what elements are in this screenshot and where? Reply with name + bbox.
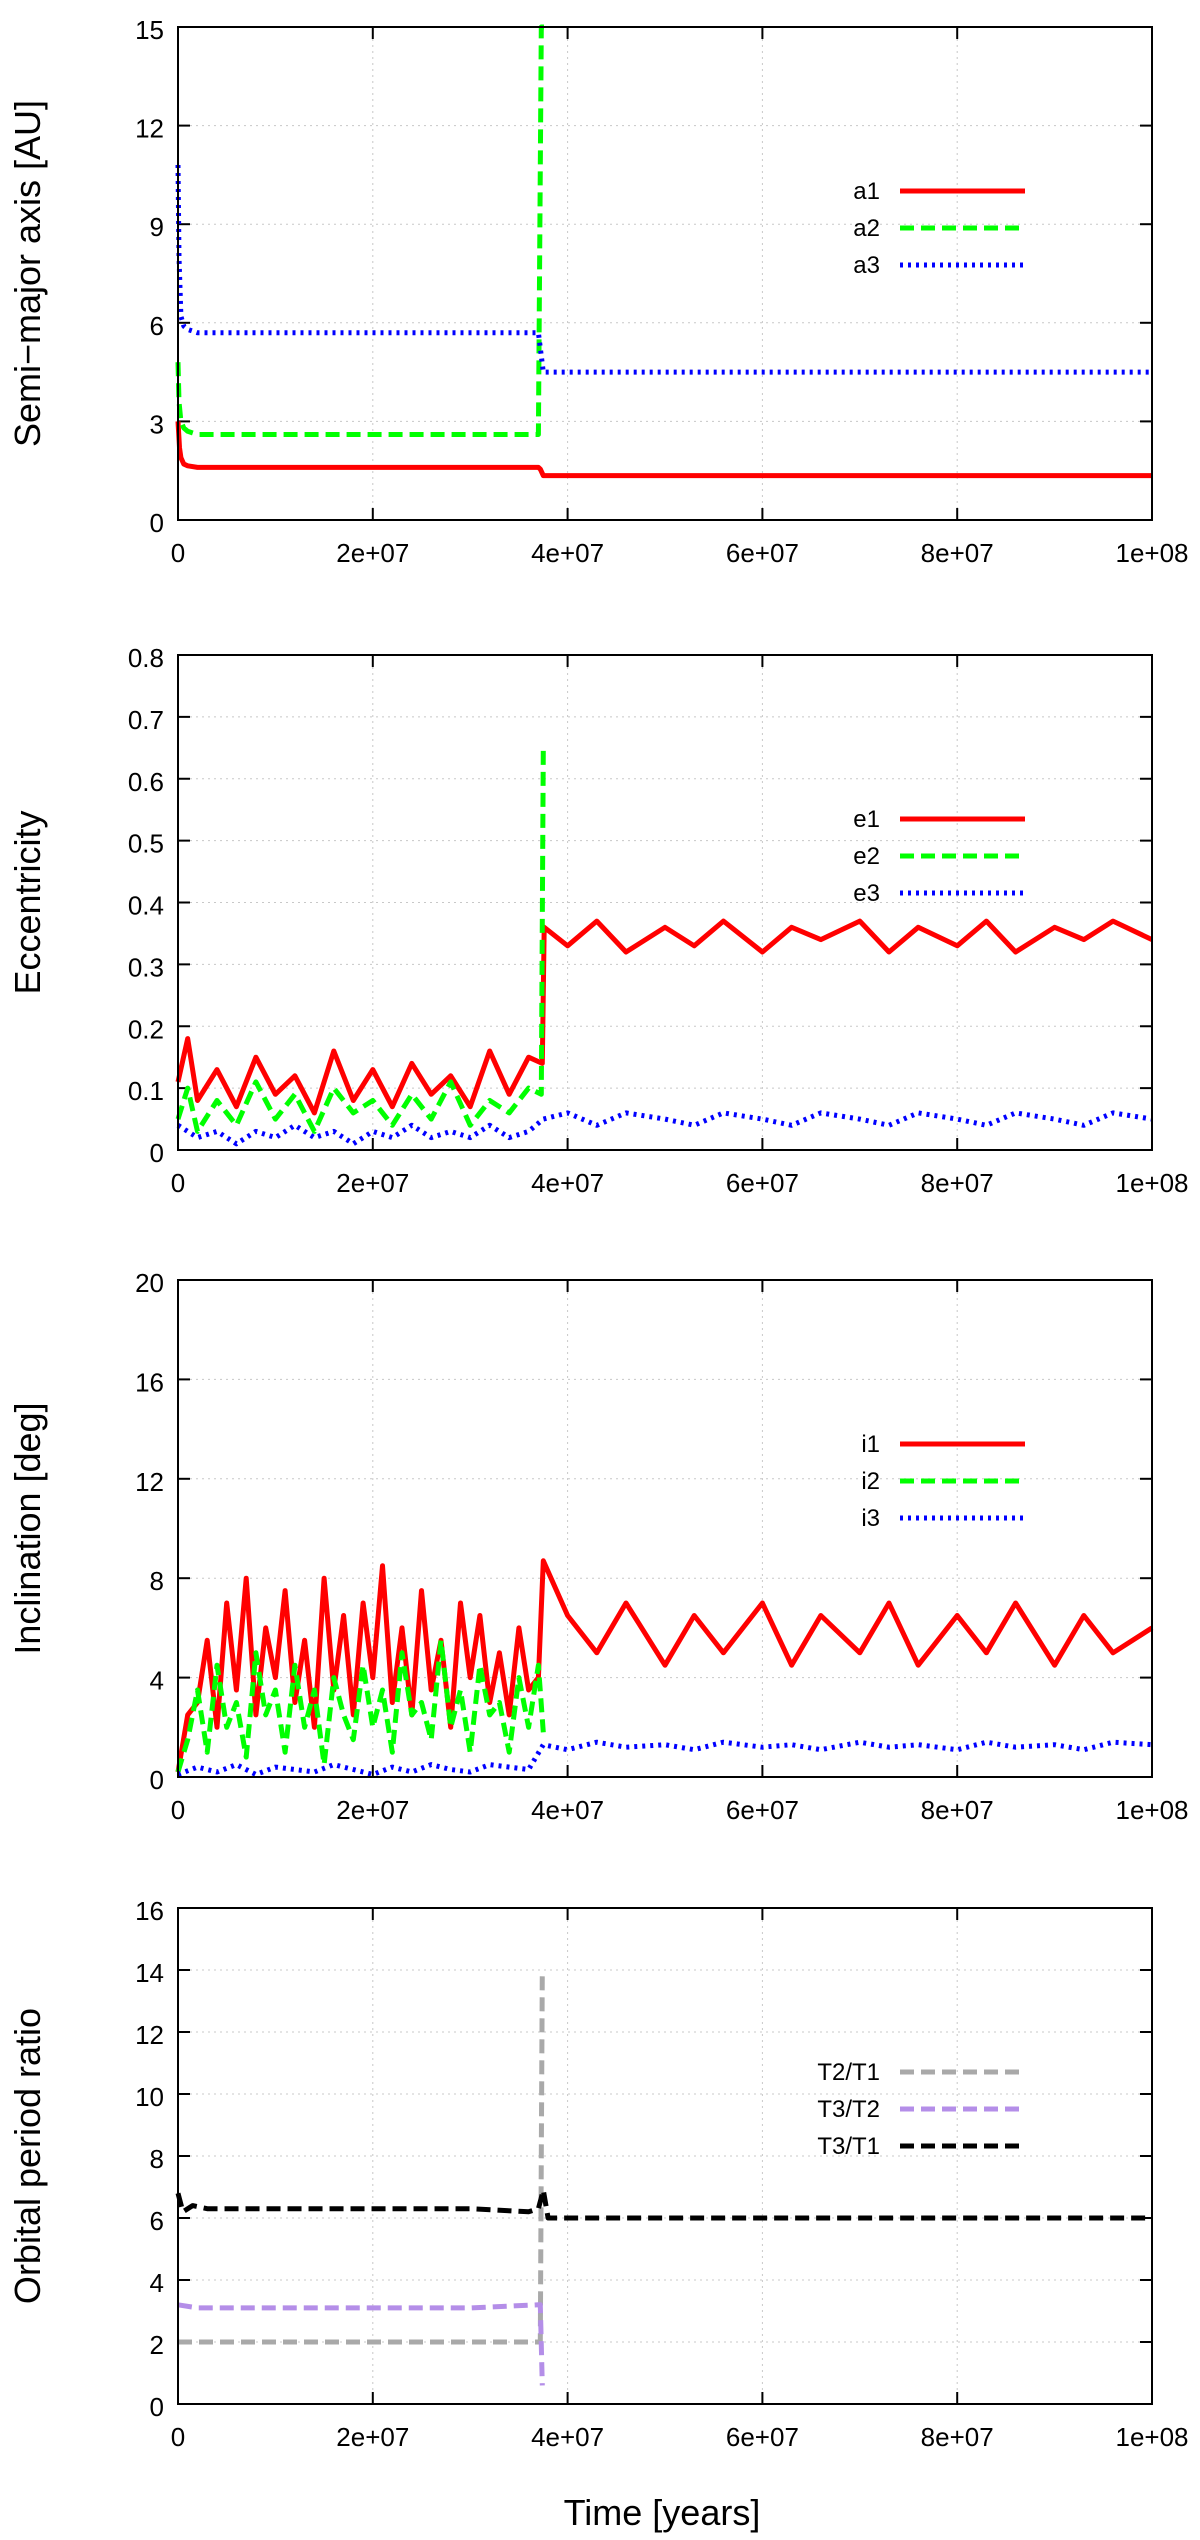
series-line-i1	[175, 1558, 1154, 1773]
y-tick-label: 0	[150, 1765, 164, 1795]
x-tick-label: 6e+07	[726, 1795, 799, 1825]
y-tick-label: 0.4	[128, 891, 164, 921]
y-tick-label: 4	[150, 1666, 164, 1696]
series-line-a3	[175, 164, 1152, 375]
legend-label: T3/T2	[817, 2096, 880, 2123]
y-tick-label: 15	[135, 15, 164, 45]
x-tick-label: 0	[171, 1795, 185, 1825]
legend: e1 e2 e3	[853, 806, 1025, 907]
legend-label: e3	[853, 880, 880, 907]
x-tick-label: 0	[171, 538, 185, 568]
series-line-a1	[175, 421, 1152, 479]
y-axis-label: Inclination [deg]	[7, 1402, 48, 1654]
x-tick-label: 1e+08	[1115, 2422, 1188, 2452]
x-tick-label: 4e+07	[531, 1168, 604, 1198]
y-tick-label: 12	[135, 1467, 164, 1497]
series-line-e2	[175, 747, 546, 1134]
y-tick-label: 0.6	[128, 767, 164, 797]
x-tick-label: 8e+07	[921, 2422, 994, 2452]
legend-label: e1	[853, 806, 880, 833]
y-tick-label: 6	[150, 2206, 164, 2236]
chart-panel-1: 0 3 6 9 12 15 0 2e+07 4e+07 6e+07 8e+07 1e+08 a1 a2 a3…	[7, 15, 1189, 568]
y-tick-label: 12	[135, 2020, 164, 2050]
series-line-e1	[175, 918, 1154, 1116]
y-tick-label: 2	[150, 2330, 164, 2360]
y-tick-label: 0	[150, 1138, 164, 1168]
x-tick-label: 6e+07	[726, 538, 799, 568]
y-tick-label: 8	[150, 1566, 164, 1596]
x-tick-label: 4e+07	[531, 1795, 604, 1825]
x-tick-label: 8e+07	[921, 1795, 994, 1825]
legend-label: a3	[853, 252, 880, 279]
legend-label: a2	[853, 215, 880, 242]
legend: a1 a2 a3	[853, 178, 1025, 279]
x-tick-label: 2e+07	[336, 1795, 409, 1825]
legend: T2/T1 T3/T2 T3/T1	[817, 2059, 1025, 2160]
y-tick-label: 6	[150, 311, 164, 341]
series-line-i3	[177, 1739, 1153, 1777]
legend-label: e2	[853, 843, 880, 870]
x-tick-label: 0	[171, 1168, 185, 1198]
y-tick-label: 0.7	[128, 705, 164, 735]
legend-label: T3/T1	[817, 2133, 880, 2160]
y-tick-label: 0.5	[128, 829, 164, 859]
x-tick-label: 2e+07	[336, 1168, 409, 1198]
legend-label: i1	[861, 1431, 880, 1458]
x-tick-label: 8e+07	[921, 538, 994, 568]
series-line-t3-t2	[177, 2302, 545, 2386]
y-tick-label: 3	[150, 409, 164, 439]
y-tick-label: 12	[135, 114, 164, 144]
x-tick-label: 1e+08	[1115, 538, 1188, 568]
y-tick-label: 20	[135, 1268, 164, 1298]
y-tick-label: 4	[150, 2268, 164, 2298]
y-axis-label: Semi−major axis [AU]	[7, 100, 48, 447]
x-tick-label: 4e+07	[531, 2422, 604, 2452]
x-tick-label: 1e+08	[1115, 1168, 1188, 1198]
y-tick-label: 14	[135, 1958, 164, 1988]
legend-label: T2/T1	[817, 2059, 880, 2086]
series-line-e3	[176, 1110, 1153, 1147]
x-tick-label: 4e+07	[531, 538, 604, 568]
plot-frame	[177, 1279, 1153, 1778]
x-tick-label: 8e+07	[921, 1168, 994, 1198]
x-tick-label: 1e+08	[1115, 1795, 1188, 1825]
y-tick-label: 0	[150, 2392, 164, 2422]
legend: i1 i2 i3	[861, 1431, 1025, 1532]
x-tick-label: 0	[171, 2422, 185, 2452]
y-axis-label: Orbital period ratio	[7, 2008, 48, 2304]
plot-frame	[177, 26, 1153, 521]
y-tick-label: 9	[150, 212, 164, 242]
x-tick-label: 2e+07	[336, 2422, 409, 2452]
x-tick-label: 6e+07	[726, 1168, 799, 1198]
series-line-a2	[175, 24, 546, 437]
legend-label: a1	[853, 178, 880, 205]
y-tick-label: 0.8	[128, 643, 164, 673]
y-tick-label: 0	[150, 508, 164, 538]
chart-panel-2: 0 0.1 0.2 0.3 0.4 0.5 0.6 0.7 0.8 0 2e+07 4e+07 6e+0…	[7, 643, 1189, 1198]
x-tick-label: 6e+07	[726, 2422, 799, 2452]
legend-label: i3	[861, 1505, 880, 1532]
y-tick-label: 0.2	[128, 1014, 164, 1044]
y-tick-label: 0.1	[128, 1076, 164, 1106]
y-tick-label: 10	[135, 2082, 164, 2112]
legend-label: i2	[861, 1468, 880, 1495]
plot-frame	[177, 1907, 1153, 2405]
x-tick-label: 2e+07	[336, 538, 409, 568]
series-line-t3-t1	[175, 2187, 1152, 2221]
y-tick-label: 8	[150, 2144, 164, 2174]
y-axis-label: Eccentricity	[7, 810, 48, 994]
plot-frame	[177, 654, 1153, 1151]
chart-panel-4: 0 2 4 6 8 10 12 14 16 0 2e+07 4e+07 6e+07 8e+07 1e+08 T…	[7, 1896, 1189, 2452]
y-tick-label: 0.3	[128, 952, 164, 982]
y-tick-label: 16	[135, 1896, 164, 1926]
x-axis-label: Time [years]	[564, 2492, 761, 2533]
y-tick-label: 16	[135, 1367, 164, 1397]
series-line-i2	[175, 1637, 546, 1773]
